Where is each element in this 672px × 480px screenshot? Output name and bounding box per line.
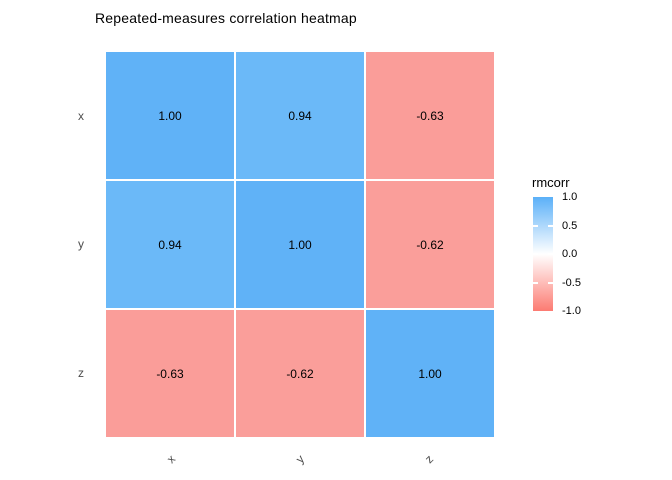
legend-tick-label: 0.5 bbox=[562, 219, 578, 232]
legend-title: rmcorr bbox=[532, 175, 570, 190]
legend-tick-label: -0.5 bbox=[562, 276, 581, 289]
cell-value-label: 0.94 bbox=[158, 237, 182, 252]
y-axis-tick-label: z bbox=[78, 365, 84, 380]
x-axis-tick-label: z bbox=[422, 451, 437, 467]
heatmap-cell: 0.94 bbox=[236, 52, 364, 179]
y-axis-labels: x y z bbox=[0, 52, 96, 437]
cell-value-label: -0.63 bbox=[156, 366, 184, 381]
heatmap-cell: -0.63 bbox=[106, 310, 234, 437]
x-axis-labels: x y z bbox=[106, 444, 494, 476]
cell-value-label: 0.94 bbox=[288, 108, 312, 123]
heatmap-cell: 1.00 bbox=[236, 181, 364, 308]
legend-tick-label: 1.0 bbox=[562, 191, 578, 203]
legend-tick-label: -1.0 bbox=[562, 305, 581, 317]
heatmap-cell: 1.00 bbox=[106, 52, 234, 179]
cell-value-label: 1.00 bbox=[288, 237, 312, 252]
cell-value-label: -0.62 bbox=[416, 237, 444, 252]
heatmap-grid: 1.00 0.94 -0.63 0.94 1.00 -0.62 -0.63 -0.62 1.00 bbox=[106, 52, 494, 437]
x-axis-tick-label: x bbox=[163, 451, 178, 467]
x-axis-tick-label: y bbox=[292, 451, 308, 467]
cell-value-label: -0.63 bbox=[416, 108, 444, 123]
chart-title: Repeated-measures correlation heatmap bbox=[95, 10, 357, 26]
legend-tick-mark bbox=[533, 224, 538, 227]
cell-value-label: -0.62 bbox=[286, 366, 314, 381]
legend: rmcorr 1.0 0.5 0.0 -0.5 -1.0 bbox=[522, 170, 662, 340]
legend-tick-mark bbox=[533, 281, 538, 284]
cell-value-label: 1.00 bbox=[158, 108, 182, 123]
heatmap-cell: 1.00 bbox=[366, 310, 494, 437]
legend-tick-mark bbox=[548, 281, 553, 284]
legend-tick-label: 0.0 bbox=[562, 248, 578, 260]
legend-tick-mark bbox=[548, 224, 553, 227]
heatmap-cell: 0.94 bbox=[106, 181, 234, 308]
legend-tick-mark bbox=[548, 253, 553, 255]
cell-value-label: 1.00 bbox=[418, 366, 442, 381]
y-axis-tick-label: y bbox=[78, 237, 84, 252]
heatmap-cell: -0.62 bbox=[236, 310, 364, 437]
heatmap-cell: -0.62 bbox=[366, 181, 494, 308]
heatmap-cell: -0.63 bbox=[366, 52, 494, 179]
legend-tick-mark bbox=[533, 253, 538, 255]
y-axis-tick-label: x bbox=[78, 109, 84, 124]
